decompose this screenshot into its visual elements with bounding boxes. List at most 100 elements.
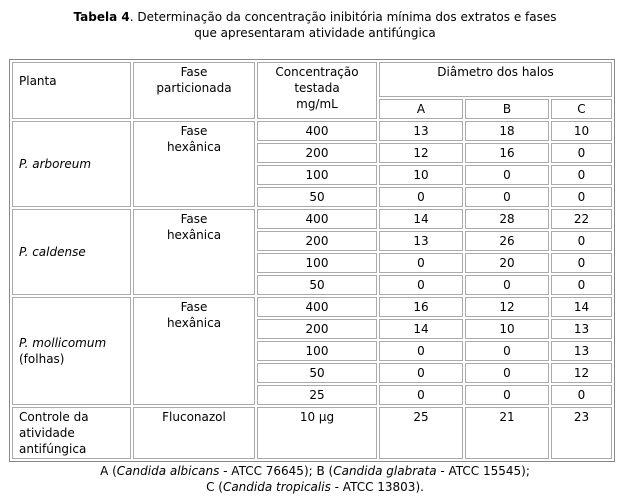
value-b-cell: 0 [465, 363, 549, 383]
value-a-cell: 0 [379, 275, 463, 295]
control-phase: Fluconazol [133, 407, 255, 459]
plant-cell: P. arboreum [12, 121, 131, 207]
plant-name: P. mollicomum [19, 336, 107, 350]
header-diametro: Diâmetro dos halos [379, 62, 612, 97]
value-a-cell: 13 [379, 231, 463, 251]
concentration-cell: 25 [257, 385, 377, 405]
value-b-cell: 18 [465, 121, 549, 141]
value-a-cell: 14 [379, 209, 463, 229]
footnote-line-1: A (Candida albicans - ATCC 76645); B (Ca… [0, 463, 630, 479]
concentration-cell: 100 [257, 341, 377, 361]
value-c-cell: 10 [551, 121, 612, 141]
phase-cell: Fase hexânica [133, 121, 255, 207]
value-c-cell: 0 [551, 253, 612, 273]
footnote-text: - ATCC 76645); B ( [219, 464, 334, 478]
phase-cell: Fase hexânica [133, 209, 255, 295]
footnote-text: C ( [206, 480, 223, 494]
concentration-cell: 50 [257, 275, 377, 295]
control-value: 23 [551, 407, 612, 459]
value-b-cell: 20 [465, 253, 549, 273]
plant-name: P. arboreum [19, 157, 92, 171]
value-b-cell: 26 [465, 231, 549, 251]
phase-text: hexânica [166, 316, 222, 330]
value-c-cell: 0 [551, 275, 612, 295]
value-c-cell: 0 [551, 143, 612, 163]
value-c-cell: 0 [551, 231, 612, 251]
species-name: Candida albicans [116, 464, 220, 478]
value-b-cell: 0 [465, 275, 549, 295]
table-row: 200 12 16 0 [12, 143, 612, 163]
table-row: 50 0 0 0 [12, 187, 612, 207]
value-b-cell: 0 [465, 187, 549, 207]
concentration-cell: 400 [257, 209, 377, 229]
value-c-cell: 12 [551, 363, 612, 383]
table-row: 25 0 0 0 [12, 385, 612, 405]
header-col-a: A [379, 99, 463, 119]
header-col-c: C [551, 99, 612, 119]
value-a-cell: 16 [379, 297, 463, 317]
header-row: Planta Fase particionada Concentração test… [12, 62, 612, 119]
value-a-cell: 0 [379, 385, 463, 405]
concentration-cell: 400 [257, 121, 377, 141]
control-concentration: 10 µg [257, 407, 377, 459]
value-a-cell: 13 [379, 121, 463, 141]
phase-text: hexânica [166, 140, 222, 154]
phase-text: Fase [180, 212, 208, 226]
value-a-cell: 0 [379, 341, 463, 361]
control-value: 21 [465, 407, 549, 459]
table-row: 200 14 10 13 [12, 319, 612, 339]
value-a-cell: 0 [379, 253, 463, 273]
value-c-cell: 14 [551, 297, 612, 317]
species-name: Candida tropicalis [222, 480, 331, 494]
control-label: Controle da atividade antifúngica [12, 407, 131, 459]
value-b-cell: 12 [465, 297, 549, 317]
value-b-cell: 0 [465, 165, 549, 185]
table-row: 100 0 0 13 [12, 341, 612, 361]
table-row: 200 13 26 0 [12, 231, 612, 251]
plant-name: P. caldense [19, 245, 86, 259]
value-c-cell: 22 [551, 209, 612, 229]
concentration-cell: 100 [257, 253, 377, 273]
concentration-cell: 200 [257, 319, 377, 339]
phase-text: Fase [180, 124, 208, 138]
footnote-text: - ATCC 15545); [436, 464, 530, 478]
phase-cell: Fase hexânica [133, 297, 255, 405]
concentration-cell: 400 [257, 297, 377, 317]
value-a-cell: 0 [379, 363, 463, 383]
caption-text-2: que apresentaram atividade antifúngica [194, 26, 436, 40]
table-row: P. caldense Fase hexânica 400 14 28 22 [12, 209, 612, 295]
value-a-cell: 0 [379, 187, 463, 207]
value-c-cell: 13 [551, 319, 612, 339]
concentration-cell: 200 [257, 231, 377, 251]
value-c-cell: 0 [551, 187, 612, 207]
value-a-cell: 12 [379, 143, 463, 163]
footnote-text: - ATCC 13803). [330, 480, 424, 494]
value-c-cell: 0 [551, 385, 612, 405]
concentration-cell: 100 [257, 165, 377, 185]
value-b-cell: 16 [465, 143, 549, 163]
caption-text: . Determinação da concentração inibitóri… [129, 10, 557, 24]
concentration-cell: 200 [257, 143, 377, 163]
value-b-cell: 0 [465, 341, 549, 361]
footnote: A (Candida albicans - ATCC 76645); B (Ca… [0, 463, 630, 495]
plant-name: (folhas) [19, 352, 65, 366]
value-b-cell: 10 [465, 319, 549, 339]
concentration-cell: 50 [257, 187, 377, 207]
header-fase: Fase particionada [133, 62, 255, 119]
table-row: 100 10 0 0 [12, 165, 612, 185]
header-subrow: A B C [12, 99, 612, 119]
phase-text: Fase [180, 300, 208, 314]
control-row: Controle da atividade antifúngica Fluconazo… [12, 407, 612, 459]
value-c-cell: 13 [551, 341, 612, 361]
control-value: 25 [379, 407, 463, 459]
value-c-cell: 0 [551, 165, 612, 185]
table-row: P. arboreum Fase hexânica 400 13 18 10 [12, 121, 612, 207]
header-col-b: B [465, 99, 549, 119]
value-b-cell: 28 [465, 209, 549, 229]
table-row: 100 0 20 0 [12, 253, 612, 273]
table-row: 50 0 0 12 [12, 363, 612, 383]
footnote-line-2: C (Candida tropicalis - ATCC 13803). [0, 479, 630, 495]
table-row: P. mollicomum (folhas) Fase hexânica 400 16 12… [12, 297, 612, 405]
phase-text: hexânica [166, 228, 222, 242]
value-a-cell: 10 [379, 165, 463, 185]
